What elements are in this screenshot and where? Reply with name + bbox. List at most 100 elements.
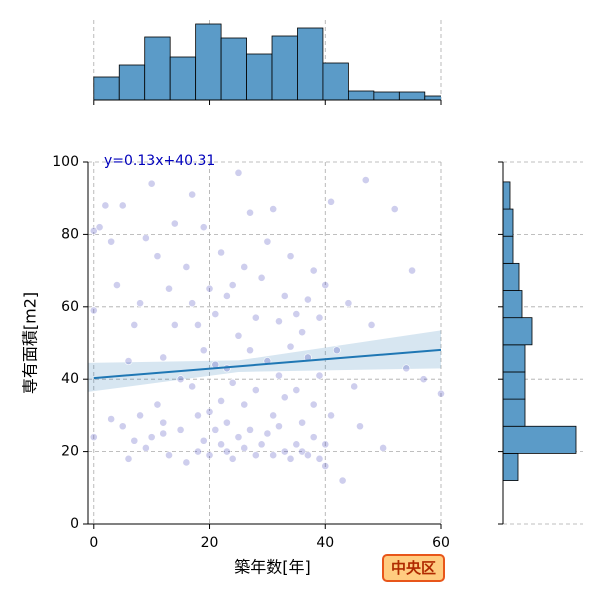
y-axis-label: 専有面積[m2] [21, 292, 40, 394]
scatter-point [89, 433, 98, 442]
scatter-point [298, 328, 307, 337]
scatter-point [292, 310, 301, 318]
scatter-point [292, 386, 301, 394]
histogram-bar [373, 91, 400, 100]
scatter-point [240, 400, 249, 409]
scatter-point [234, 433, 243, 442]
scatter-point [217, 397, 225, 405]
scatter-point [240, 263, 249, 271]
scatter-point [275, 371, 283, 380]
y-tick-label: 20 [61, 444, 79, 460]
scatter-point [286, 342, 295, 351]
scatter-point [136, 299, 144, 308]
regression-equation: y=0.13x+40.31 [104, 153, 215, 169]
y-tick-label: 80 [61, 226, 79, 242]
histogram-bar [220, 37, 247, 100]
scatter-point [280, 447, 289, 456]
scatter-point [194, 411, 202, 420]
histogram-bar [502, 181, 511, 210]
scatter-point [176, 375, 185, 384]
scatter-point [136, 411, 144, 420]
scatter-point [286, 252, 295, 261]
scatter-point [95, 223, 104, 232]
scatter-point [332, 346, 341, 355]
scatter-point [309, 266, 318, 275]
scatter-point [101, 201, 110, 210]
scatter-point [263, 237, 272, 246]
scatter-point [141, 444, 150, 452]
scatter-point [165, 451, 173, 460]
scatter-point [170, 219, 179, 228]
histogram-bar [502, 317, 533, 346]
scatter-point [304, 295, 312, 304]
histogram-bar [348, 90, 375, 100]
scatter-point [263, 429, 272, 438]
scatter-point [315, 371, 324, 380]
scatter-point [379, 444, 388, 452]
y-tick-label: 60 [61, 299, 79, 315]
scatter-point [130, 320, 139, 329]
x-tick-label: 40 [316, 535, 334, 551]
scatter-point [402, 364, 411, 373]
scatter-point [298, 447, 307, 456]
x-tick-label: 20 [201, 535, 219, 551]
scatter-point [147, 433, 156, 442]
scatter-point [228, 454, 237, 463]
scatter-point [228, 378, 237, 387]
confidence-band [88, 330, 441, 392]
histogram-bar [398, 91, 426, 100]
scatter-point [199, 223, 208, 232]
scatter-point [182, 458, 191, 467]
scatter-point [176, 425, 185, 434]
y-tick-label: 100 [52, 154, 79, 170]
scatter-point [286, 454, 295, 463]
scatter-point [361, 176, 370, 184]
y-tick-label: 40 [61, 371, 79, 387]
scatter-point [321, 462, 330, 470]
scatter-point [304, 451, 312, 460]
histogram-bar [502, 425, 577, 454]
scatter-point [153, 252, 162, 261]
badge: 中央区 [391, 559, 436, 577]
y-tick-label: 0 [70, 516, 79, 532]
scatter-point [246, 425, 254, 434]
scatter-point [269, 411, 278, 420]
scatter-point [315, 313, 324, 322]
scatter-point [251, 451, 260, 460]
x-tick-label: 0 [89, 535, 98, 551]
scatter-point [240, 444, 249, 452]
scatter-point [124, 454, 133, 463]
scatter-point [280, 292, 289, 300]
histogram-bar [502, 290, 523, 319]
scatter-point [309, 433, 318, 442]
scatter-point [124, 357, 133, 365]
scatter-point [390, 205, 399, 213]
scatter-point [321, 281, 330, 289]
histogram-bar [297, 27, 324, 100]
scatter-point [246, 208, 254, 217]
scatter-point [269, 205, 278, 213]
scatter-point [199, 436, 208, 445]
scatter-point [257, 440, 266, 449]
scatter-point [217, 440, 225, 449]
histogram-bar [502, 453, 519, 481]
scatter-point [113, 281, 121, 289]
scatter-point [228, 281, 237, 289]
histogram-bar [424, 95, 441, 100]
scatter-point [188, 382, 197, 391]
scatter-point [344, 299, 353, 308]
scatter-point [205, 284, 214, 293]
scatter-point [211, 310, 220, 318]
scatter-point [419, 375, 428, 384]
histogram-bar [93, 76, 120, 100]
histogram-bar [246, 53, 273, 100]
scatter-point [309, 400, 318, 409]
histogram-bar [169, 56, 197, 100]
scatter-point [280, 393, 289, 402]
scatter-point [251, 386, 260, 394]
scatter-point [292, 440, 301, 449]
scatter-point [211, 425, 220, 434]
scatter-point [194, 320, 202, 329]
scatter-point [159, 418, 168, 427]
